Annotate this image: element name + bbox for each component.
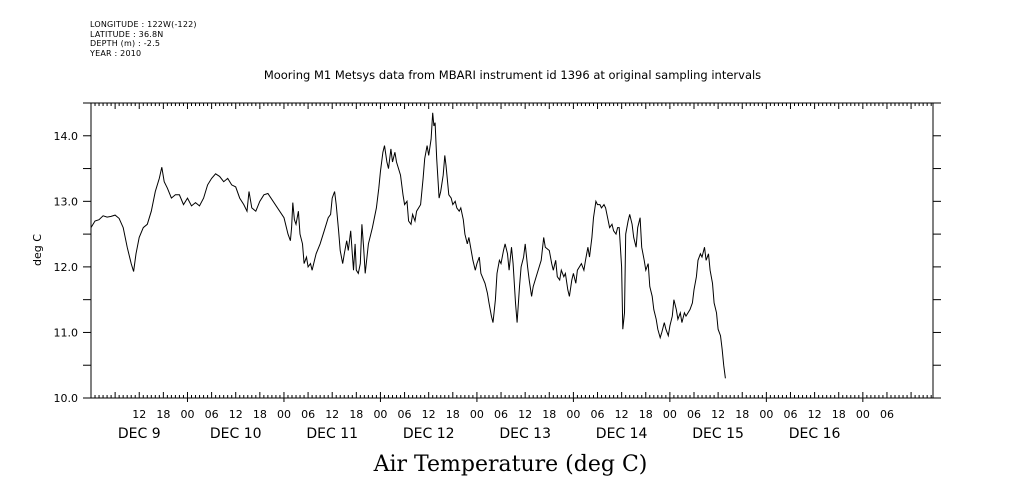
x-hour-label: 06 [494, 408, 508, 421]
x-hour-label: 00 [277, 408, 291, 421]
x-hour-label: 18 [639, 408, 653, 421]
x-hour-label: 06 [880, 408, 894, 421]
bottom-title: Air Temperature (deg C) [0, 452, 1009, 477]
chart-title-text: Mooring M1 Metsys data from MBARI instru… [263, 68, 762, 82]
depth-text: DEPTH (m) : -2.5 [90, 39, 161, 48]
chart-title: Mooring M1 Metsys data from MBARI instru… [0, 68, 1009, 82]
series-line [90, 112, 726, 379]
y-tick-label: 11.0 [54, 326, 79, 339]
x-day-label: DEC 13 [499, 426, 551, 442]
latitude-text: LATITUDE : 36.8N [90, 29, 164, 39]
x-hour-label: 06 [205, 408, 219, 421]
x-hour-label: 18 [253, 408, 267, 421]
x-hour-label: 12 [422, 408, 436, 421]
y-axis-label: deg C [31, 234, 44, 266]
x-day-label: DEC 15 [692, 426, 744, 442]
x-hour-label: 12 [808, 408, 822, 421]
x-day-label: DEC 11 [306, 426, 358, 442]
x-hour-label: 00 [856, 408, 870, 421]
y-tick-label: 12.0 [54, 261, 79, 274]
x-day-label: DEC 12 [403, 426, 455, 442]
y-tick-label: 14.0 [54, 130, 79, 143]
x-hour-label: 06 [591, 408, 605, 421]
x-hour-label: 18 [832, 408, 846, 421]
x-hour-label: 00 [759, 408, 773, 421]
plot-frame [90, 102, 934, 399]
x-hour-label: 12 [711, 408, 725, 421]
longitude-text: LONGITUDE : 122W(-122) [90, 20, 197, 29]
x-hour-label: 00 [663, 408, 677, 421]
x-hour-label: 12 [518, 408, 532, 421]
x-hour-label: 06 [301, 408, 315, 421]
x-hour-label: 18 [349, 408, 363, 421]
x-day-label: DEC 16 [789, 426, 841, 442]
metadata-block: LONGITUDE : 122W(-122) LATITUDE : 36.8N … [90, 20, 197, 58]
x-hour-label: 12 [325, 408, 339, 421]
x-day-label: DEC 10 [210, 426, 262, 442]
x-hour-label: 12 [229, 408, 243, 421]
x-hour-label: 06 [783, 408, 797, 421]
x-day-label: DEC 9 [118, 426, 161, 442]
x-hour-label: 18 [446, 408, 460, 421]
y-tick-label: 10.0 [54, 392, 79, 405]
x-hour-label: 06 [398, 408, 412, 421]
x-hour-label: 12 [615, 408, 629, 421]
bottom-title-text: Air Temperature (deg C) [373, 452, 648, 477]
x-hour-label: 12 [132, 408, 146, 421]
x-hour-label: 18 [542, 408, 556, 421]
x-hour-label: 06 [687, 408, 701, 421]
x-hour-label: 00 [180, 408, 194, 421]
year-text: YEAR : 2010 [90, 48, 142, 58]
x-hour-label: 00 [373, 408, 387, 421]
x-hour-label: 18 [735, 408, 749, 421]
x-hour-label: 18 [156, 408, 170, 421]
x-hour-label: 00 [470, 408, 484, 421]
x-day-label: DEC 14 [596, 426, 648, 442]
y-tick-label: 13.0 [54, 195, 79, 208]
x-hour-label: 00 [566, 408, 580, 421]
